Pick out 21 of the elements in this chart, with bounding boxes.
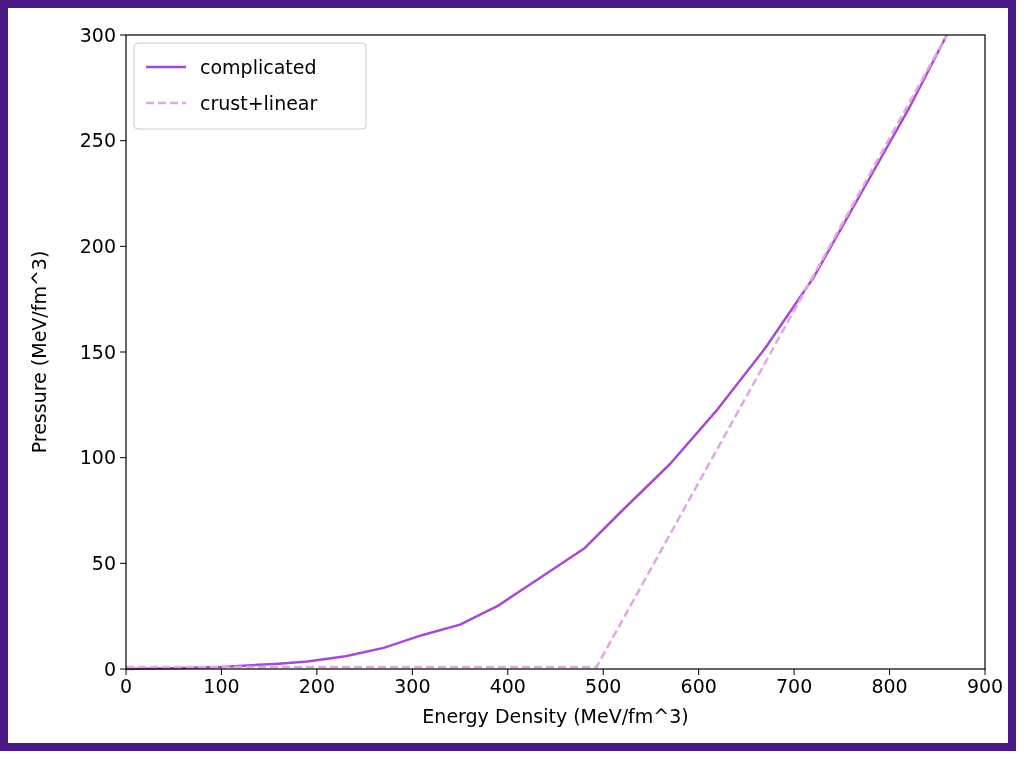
x-tick-label: 200 — [298, 675, 336, 697]
x-axis-title: Energy Density (MeV/fm^3) — [422, 705, 689, 727]
y-tick-label: 100 — [79, 446, 116, 469]
x-tick-label: 300 — [394, 675, 431, 697]
legend-label: complicated — [200, 55, 317, 78]
x-tick-label: 500 — [585, 675, 622, 697]
y-tick-label: 200 — [79, 234, 116, 257]
x-tick-label: 700 — [775, 675, 813, 697]
x-tick-label: 900 — [966, 675, 1004, 697]
y-tick-label: 150 — [79, 340, 116, 363]
x-tick-label: 100 — [203, 675, 240, 697]
y-tick-label: 50 — [91, 551, 116, 574]
y-tick-label: 300 — [79, 23, 116, 46]
x-tick-label: 800 — [871, 675, 908, 697]
y-tick-label: 250 — [79, 129, 116, 152]
x-tick-label: 0 — [119, 675, 133, 697]
x-tick-label: 400 — [489, 675, 526, 697]
legend-label: crust+linear — [200, 91, 318, 114]
x-tick-label: 600 — [680, 675, 717, 697]
y-axis-title: Pressure (MeV/fm^3) — [28, 250, 50, 454]
y-tick-label: 0 — [103, 657, 116, 680]
